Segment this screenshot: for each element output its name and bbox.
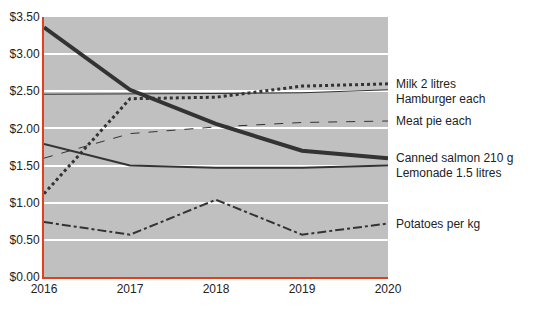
svg-text:$0.00: $0.00 [10, 270, 40, 284]
svg-text:Hamburger each: Hamburger each [396, 92, 485, 106]
svg-text:Potatoes per kg: Potatoes per kg [396, 217, 480, 231]
svg-text:$2.00: $2.00 [10, 122, 40, 136]
svg-text:2016: 2016 [31, 282, 58, 296]
svg-text:$1.50: $1.50 [10, 159, 40, 173]
svg-text:2019: 2019 [289, 282, 316, 296]
svg-text:$2.50: $2.50 [10, 84, 40, 98]
svg-text:$0.50: $0.50 [10, 233, 40, 247]
svg-text:2018: 2018 [203, 282, 230, 296]
svg-text:2017: 2017 [117, 282, 144, 296]
svg-text:Lemonade 1.5 litres: Lemonade 1.5 litres [396, 166, 501, 180]
svg-text:$1.00: $1.00 [10, 196, 40, 210]
svg-text:Meat pie each: Meat pie each [396, 114, 471, 128]
svg-text:$3.00: $3.00 [10, 47, 40, 61]
svg-text:2020: 2020 [375, 282, 402, 296]
svg-text:Milk 2 litres: Milk 2 litres [396, 77, 456, 91]
svg-text:Canned salmon 210 g: Canned salmon 210 g [396, 151, 513, 165]
svg-text:$3.50: $3.50 [10, 10, 40, 24]
